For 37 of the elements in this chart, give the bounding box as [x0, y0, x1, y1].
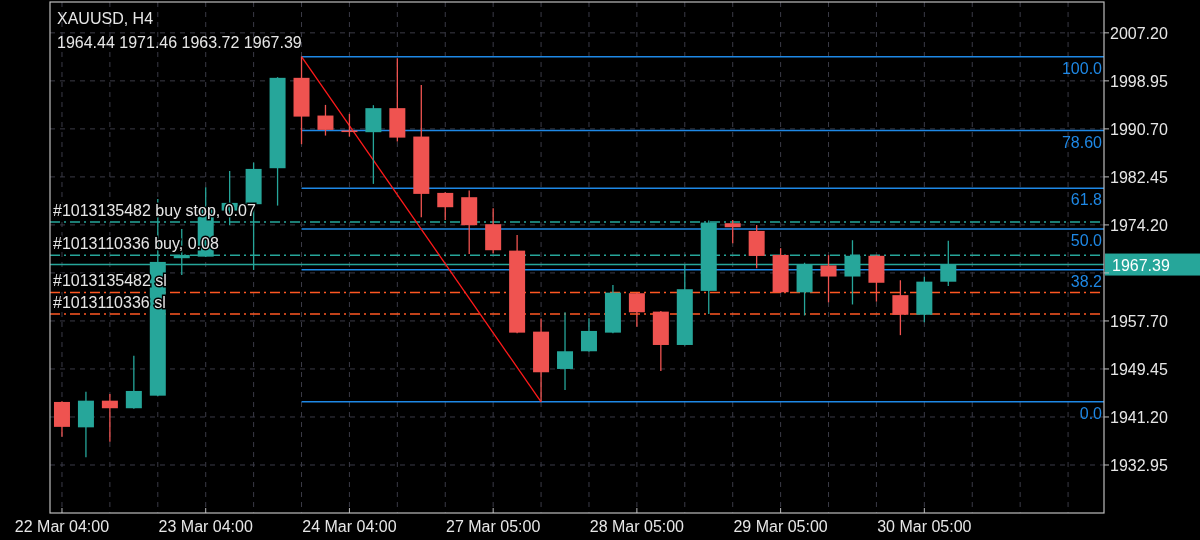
y-tick-label: 2007.20 [1110, 24, 1168, 42]
text: XAUUSD, H4 [57, 10, 154, 27]
candlestick [820, 254, 837, 303]
annotation: 78.60 [1061, 133, 1103, 151]
y-tick-label: 1932.95 [1110, 456, 1168, 474]
ref-line-label: 1967.39 [1112, 256, 1170, 274]
candlestick [892, 279, 909, 336]
candlestick [101, 393, 118, 443]
x-tick-label: 27 Mar 05:00 [446, 518, 541, 535]
y-tick-label: 1974.20 [1110, 216, 1168, 234]
x-tick-label: 28 Mar 05:00 [589, 518, 685, 535]
x-tick-label: 30 Mar 05:00 [877, 518, 972, 535]
ref-line-label: #1013135482 sl [53, 272, 167, 290]
candlestick [125, 355, 142, 410]
x-tick-label: 22 Mar 04:00 [14, 518, 110, 535]
y-tick-label: 1982.45 [1110, 168, 1168, 186]
x-tick-label: 24 Mar 04:00 [302, 518, 397, 535]
candlestick [557, 311, 574, 391]
x-tick-label: 23 Mar 04:00 [158, 518, 253, 535]
candlestick [628, 291, 645, 328]
candlestick [724, 219, 741, 244]
y-tick-label: 1941.20 [1110, 408, 1168, 426]
annotation: 0.0 [1079, 404, 1103, 422]
y-tick-label: 1949.45 [1110, 360, 1168, 378]
text: 1964.44 1971.46 1963.72 1967.39 [57, 34, 302, 51]
x-tick-label: 29 Mar 05:00 [733, 518, 828, 535]
ref-line-label: #1013110336 sl [53, 293, 166, 311]
y-tick-label: 1957.70 [1110, 312, 1168, 330]
annotation: 38.2 [1070, 272, 1103, 290]
annotation: 100.0 [1061, 59, 1103, 77]
candlestick [580, 317, 597, 353]
annotation: 50.0 [1070, 231, 1103, 249]
candlestick [317, 104, 334, 137]
annotation: 61.8 [1070, 191, 1103, 209]
y-tick-label: 1998.95 [1110, 72, 1168, 90]
candlestick [437, 191, 454, 221]
y-tick-label: 1990.70 [1110, 120, 1168, 138]
